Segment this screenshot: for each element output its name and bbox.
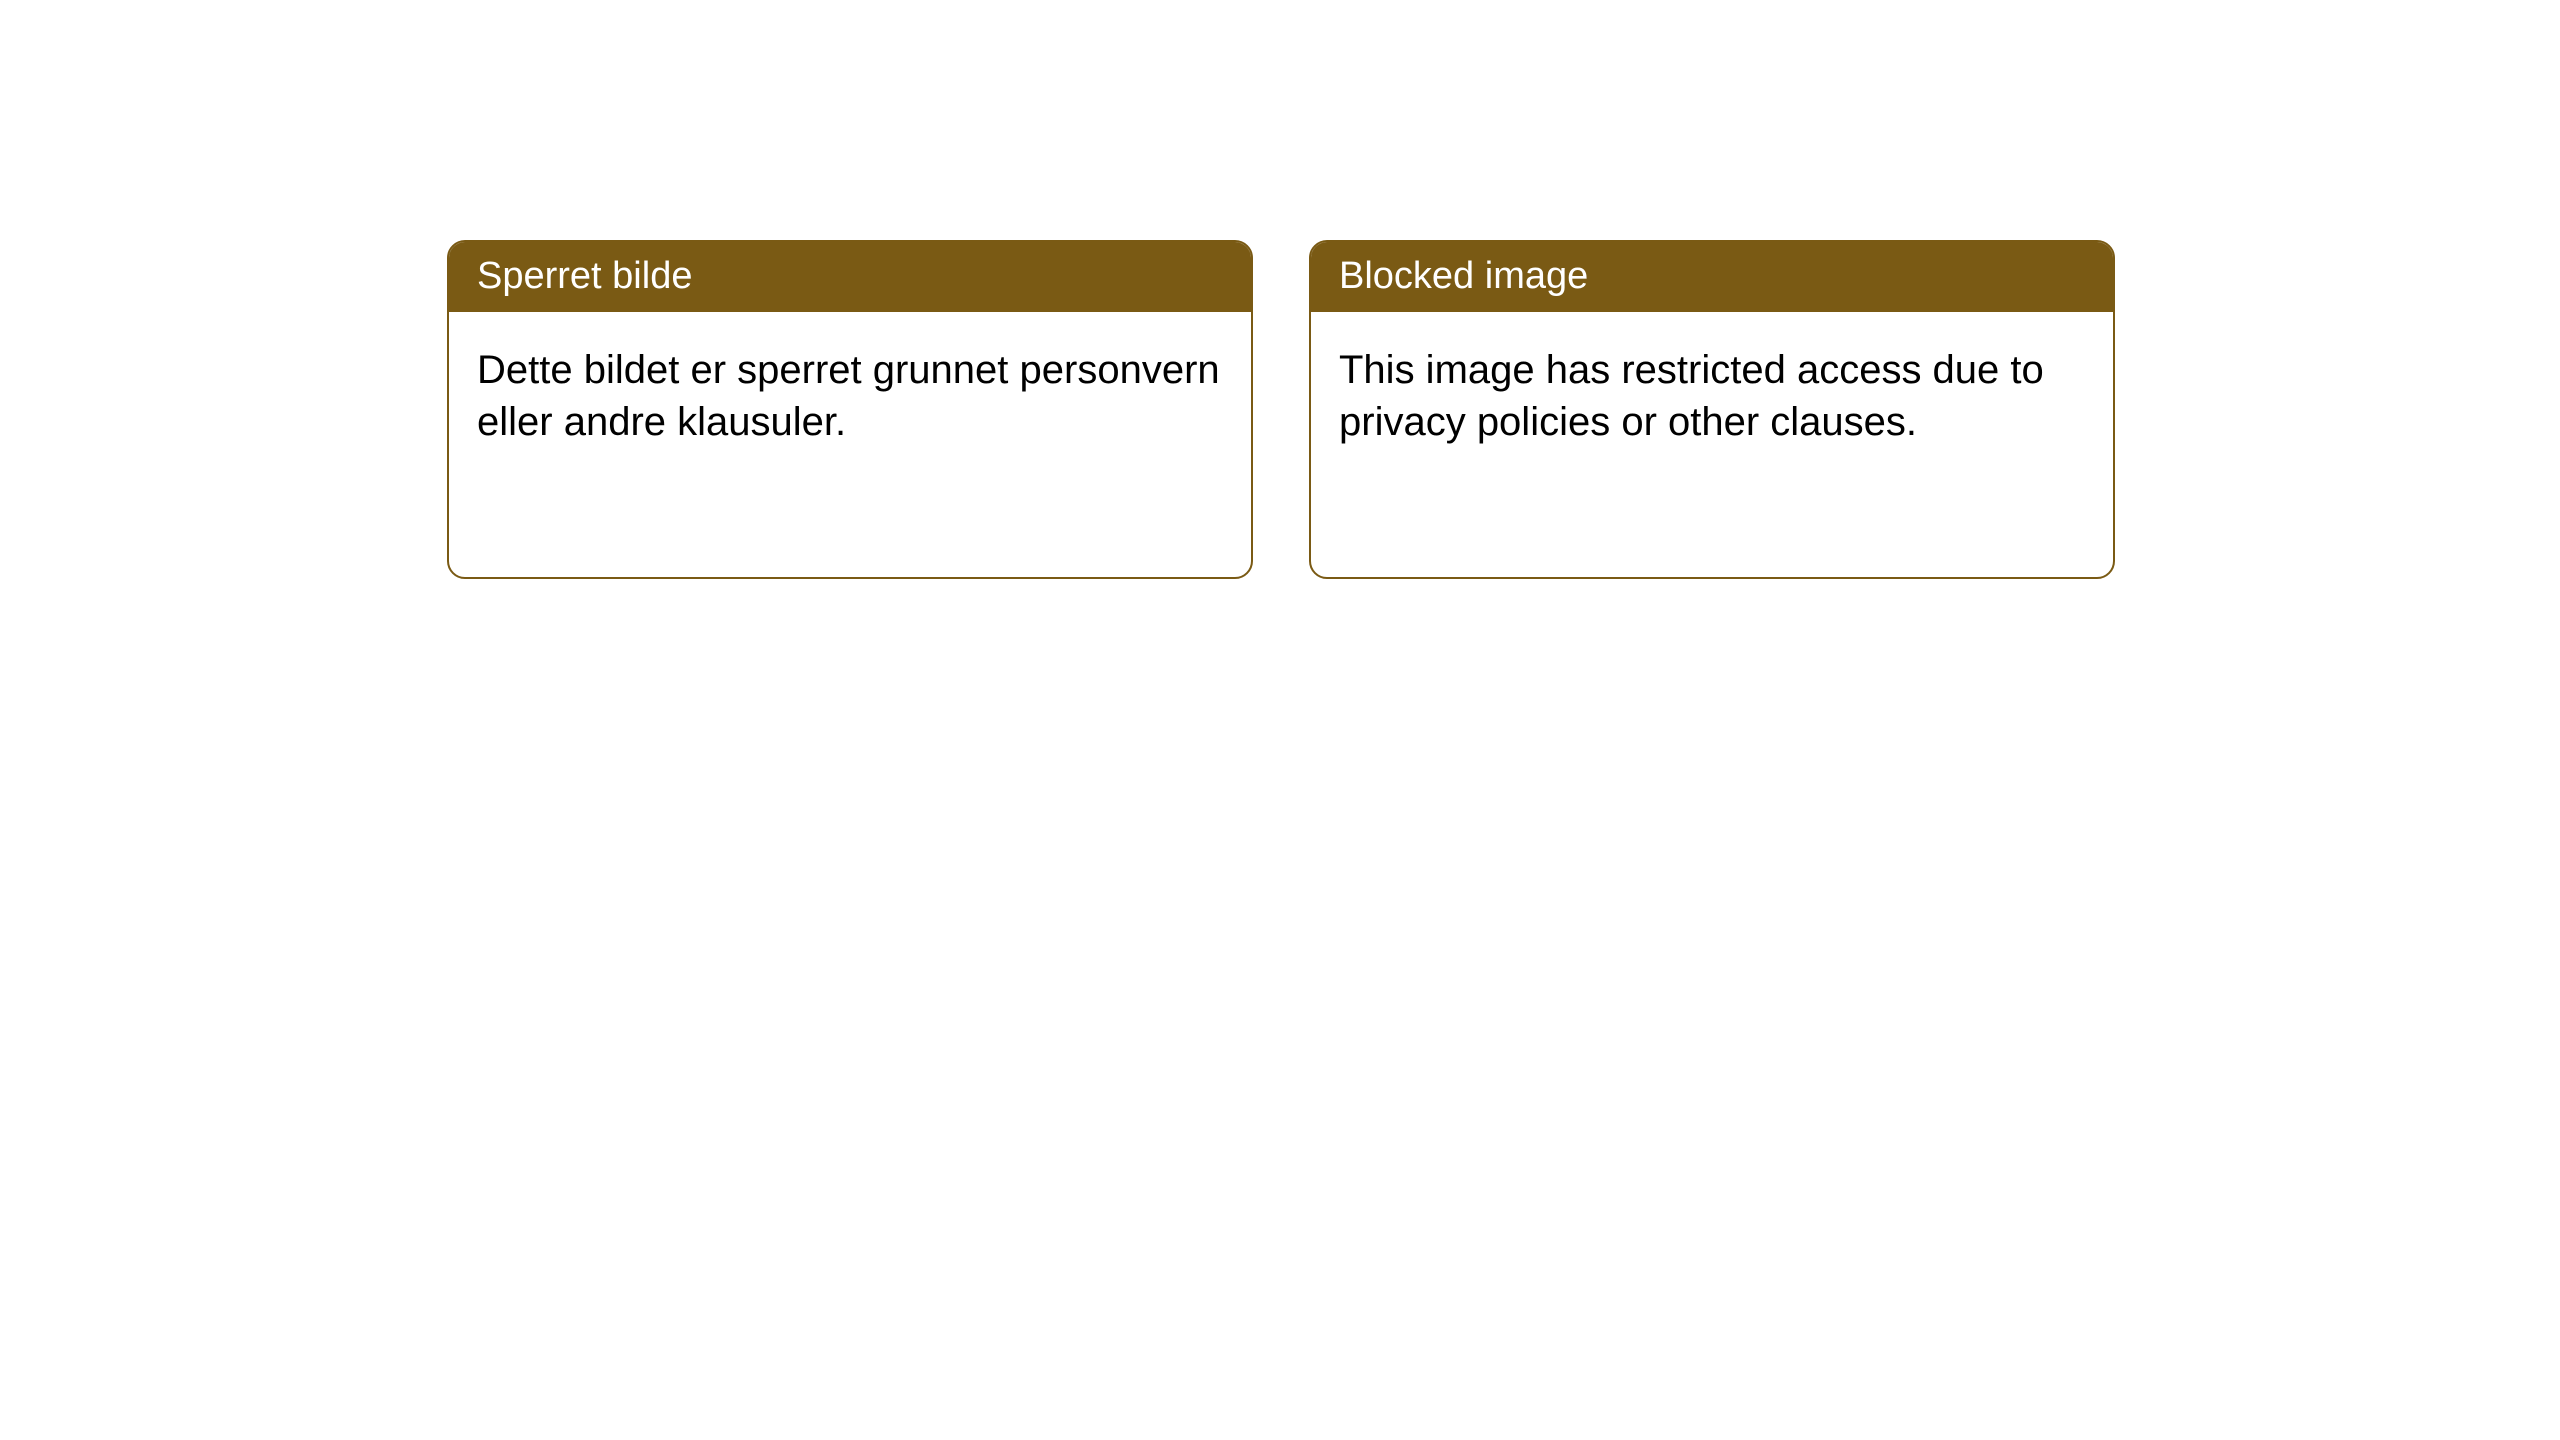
notice-title: Blocked image bbox=[1339, 255, 1588, 297]
notice-title: Sperret bilde bbox=[477, 255, 692, 297]
notice-body: This image has restricted access due to … bbox=[1311, 312, 2113, 480]
notice-header: Blocked image bbox=[1311, 242, 2113, 312]
notice-card-norwegian: Sperret bilde Dette bildet er sperret gr… bbox=[447, 240, 1253, 579]
notice-body: Dette bildet er sperret grunnet personve… bbox=[449, 312, 1251, 480]
notice-container: Sperret bilde Dette bildet er sperret gr… bbox=[447, 240, 2115, 579]
notice-header: Sperret bilde bbox=[449, 242, 1251, 312]
notice-message: Dette bildet er sperret grunnet personve… bbox=[477, 348, 1220, 444]
notice-card-english: Blocked image This image has restricted … bbox=[1309, 240, 2115, 579]
notice-message: This image has restricted access due to … bbox=[1339, 348, 2044, 444]
